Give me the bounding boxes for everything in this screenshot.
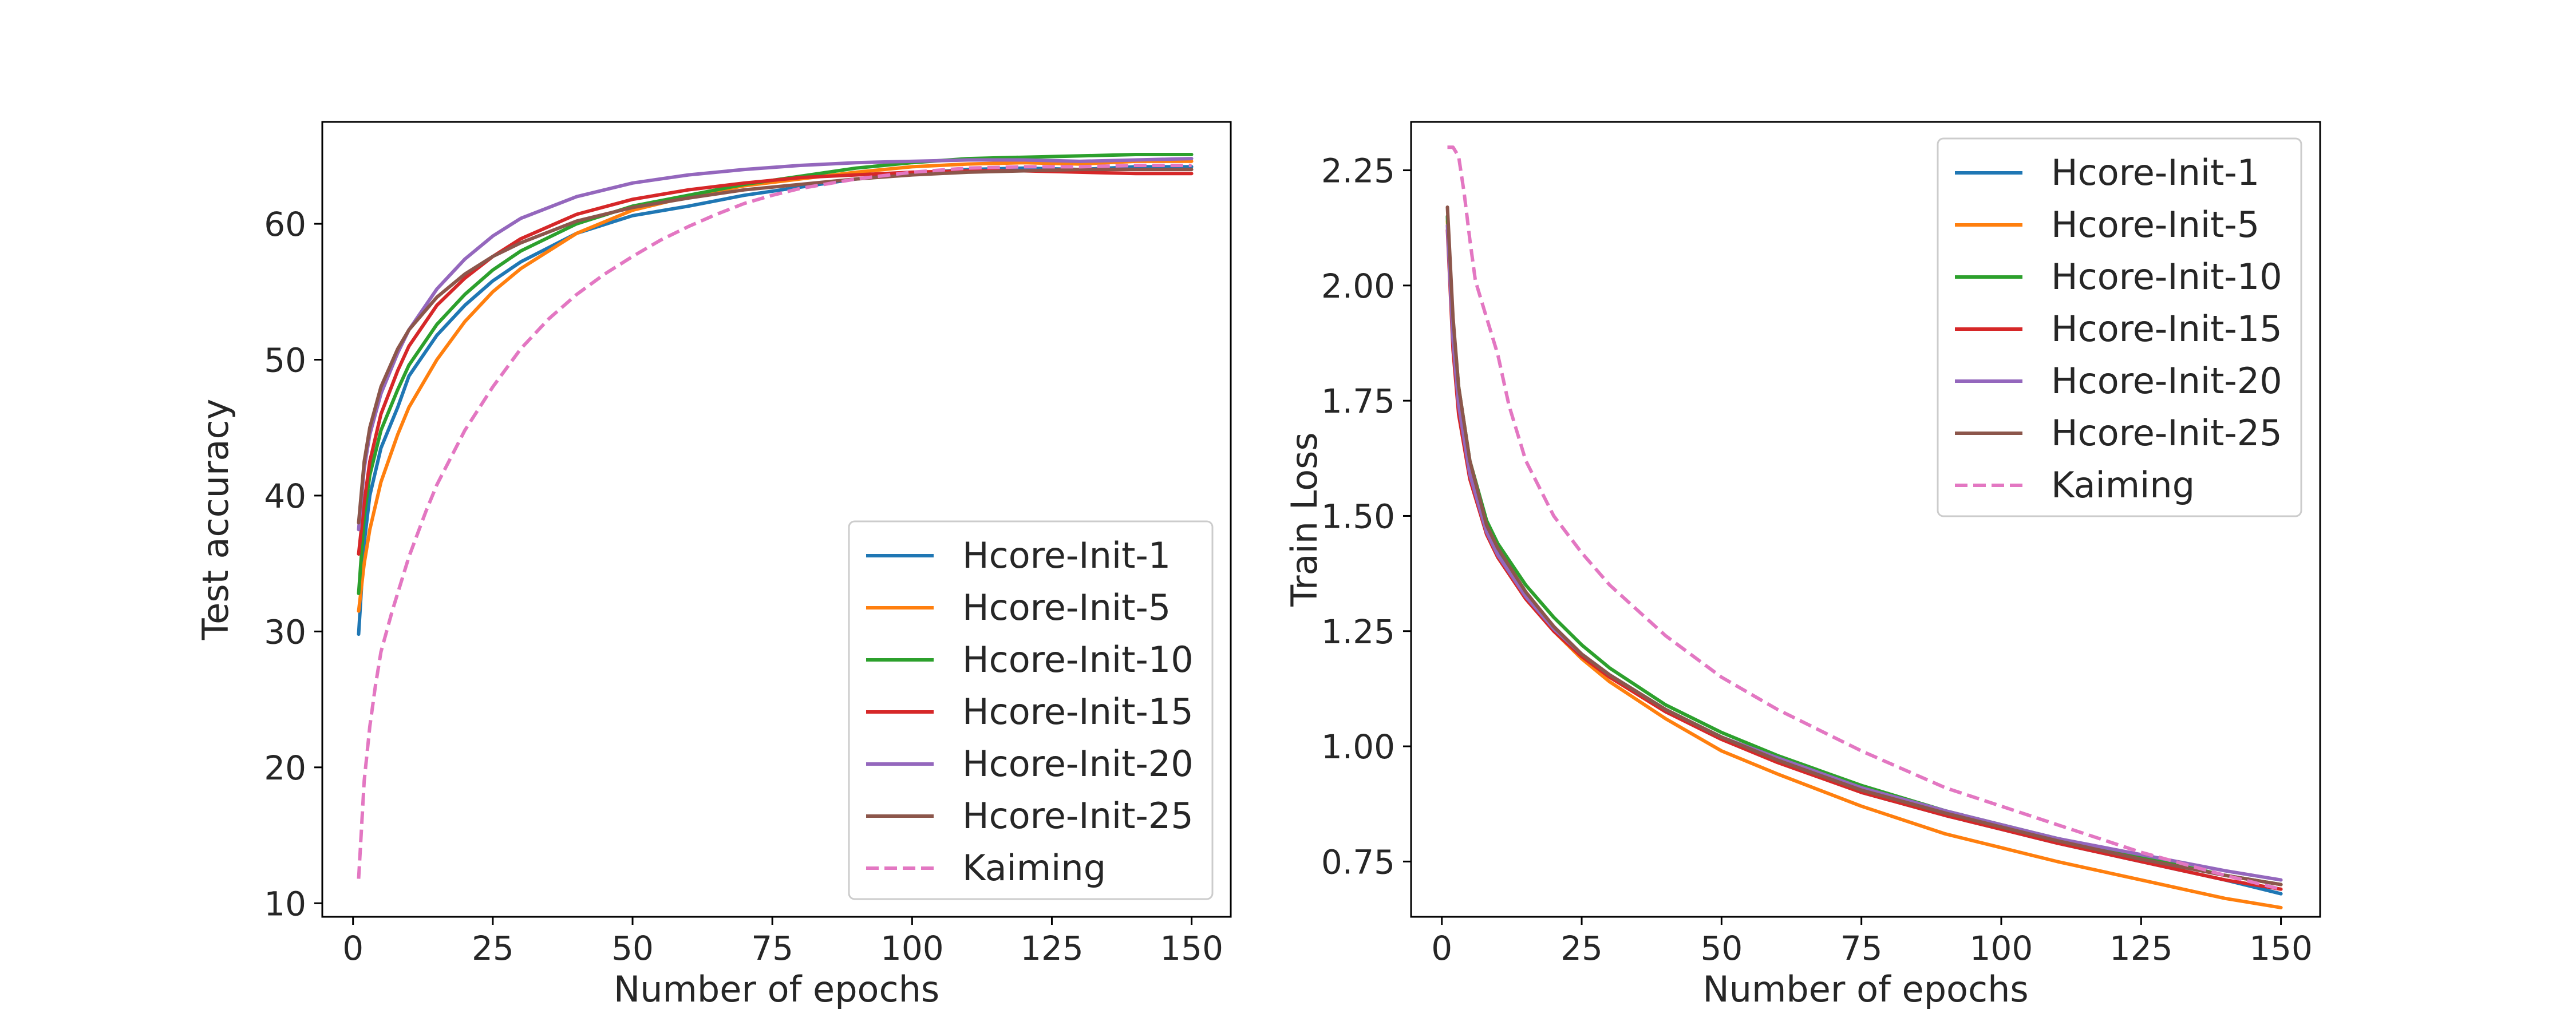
- y-axis-label: Test accuracy: [195, 399, 236, 641]
- y-tick-label: 60: [264, 205, 306, 244]
- legend-label: Hcore-Init-20: [2051, 360, 2282, 402]
- x-tick-label: 150: [2249, 929, 2313, 968]
- x-tick-label: 75: [751, 929, 793, 968]
- legend-label: Kaiming: [962, 847, 1106, 889]
- y-tick-label: 1.50: [1321, 497, 1395, 536]
- series-line-hcore-init-25: [357, 168, 1194, 525]
- y-tick-label: 40: [264, 477, 306, 516]
- x-tick-label: 150: [1160, 929, 1223, 968]
- plot-frame: [321, 121, 1232, 918]
- series-lines: [1445, 145, 2283, 909]
- x-tick-label: 100: [880, 929, 944, 968]
- y-tick-label: 2.00: [1321, 267, 1395, 306]
- series-line-kaiming: [1447, 145, 2282, 891]
- y-tick-label: 1.00: [1321, 727, 1395, 766]
- x-tick-label: 0: [1431, 929, 1452, 968]
- y-tick-label: 1.75: [1321, 382, 1395, 421]
- y-tick-label: 1.25: [1321, 612, 1395, 651]
- x-tick-label: 0: [342, 929, 364, 968]
- legend-label: Hcore-Init-15: [962, 691, 1194, 733]
- y-tick-label: 0.75: [1321, 842, 1395, 881]
- x-tick-label: 25: [1560, 929, 1603, 968]
- x-tick-label: 50: [611, 929, 654, 968]
- legend-label: Kaiming: [2051, 464, 2195, 506]
- series-line-hcore-init-5: [357, 159, 1194, 613]
- y-tick-label: 50: [264, 341, 306, 380]
- x-axis-label: Number of epochs: [1702, 968, 2028, 1010]
- legend-label: Hcore-Init-5: [2051, 204, 2259, 246]
- legend-label: Hcore-Init-10: [962, 639, 1194, 680]
- legend: Hcore-Init-1 Hcore-Init-5 Hcore-Init-10 Hco…: [1937, 137, 2302, 517]
- plot-frame: [1410, 121, 2321, 918]
- y-tick-label: 20: [264, 749, 306, 787]
- x-tick-label: 25: [472, 929, 514, 968]
- x-tick-label: 125: [2109, 929, 2173, 968]
- series-lines: [357, 153, 1194, 879]
- legend-label: Hcore-Init-25: [962, 795, 1194, 837]
- x-tick-label: 75: [1840, 929, 1883, 968]
- legend-box: [1937, 137, 2302, 517]
- series-line-hcore-init-25: [1445, 205, 2283, 886]
- series-line-hcore-init-20: [357, 157, 1194, 532]
- train-loss-chart: 0 25 50 75 100 125 150 0.75 1.00 1.25 1.50 1.75 2.00…: [1283, 121, 2321, 1010]
- y-axis-label: Train Loss: [1283, 432, 1325, 607]
- test-accuracy-chart: 0 25 50 75 100 125 150 10 20 30 40 50 60 Number of ep…: [195, 121, 1232, 1010]
- legend-label: Hcore-Init-5: [962, 587, 1171, 628]
- x-axis-label: Number of epochs: [614, 968, 939, 1010]
- legend-label: Hcore-Init-20: [962, 743, 1194, 785]
- legend-label: Hcore-Init-15: [2051, 308, 2282, 350]
- y-tick-label: 2.25: [1321, 152, 1395, 191]
- legend: Hcore-Init-1 Hcore-Init-5 Hcore-Init-10 Hco…: [848, 520, 1214, 900]
- x-tick-label: 125: [1020, 929, 1084, 968]
- legend-label: Hcore-Init-10: [2051, 256, 2282, 298]
- y-tick-label: 10: [264, 884, 306, 923]
- legend-label: Hcore-Init-1: [962, 535, 1171, 576]
- x-tick-label: 100: [1970, 929, 2033, 968]
- legend-label: Hcore-Init-25: [2051, 412, 2282, 454]
- x-tick-label: 50: [1700, 929, 1743, 968]
- y-tick-label: 30: [264, 612, 306, 651]
- legend-label: Hcore-Init-1: [2051, 152, 2259, 193]
- legend-box: [848, 520, 1214, 900]
